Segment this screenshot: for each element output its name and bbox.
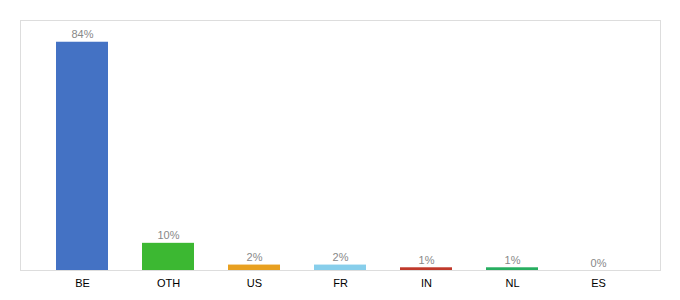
svg-text:OTH: OTH bbox=[157, 277, 180, 289]
svg-text:10%: 10% bbox=[157, 229, 179, 241]
svg-text:2%: 2% bbox=[333, 251, 349, 263]
svg-text:1%: 1% bbox=[419, 254, 435, 266]
svg-text:2%: 2% bbox=[247, 251, 263, 263]
svg-text:US: US bbox=[247, 277, 262, 289]
svg-text:0%: 0% bbox=[591, 257, 607, 269]
svg-text:NL: NL bbox=[505, 277, 519, 289]
svg-text:IN: IN bbox=[421, 277, 432, 289]
svg-text:FR: FR bbox=[333, 277, 348, 289]
svg-text:1%: 1% bbox=[505, 254, 521, 266]
svg-text:ES: ES bbox=[591, 277, 606, 289]
svg-text:84%: 84% bbox=[71, 28, 93, 40]
svg-text:BE: BE bbox=[75, 277, 90, 289]
